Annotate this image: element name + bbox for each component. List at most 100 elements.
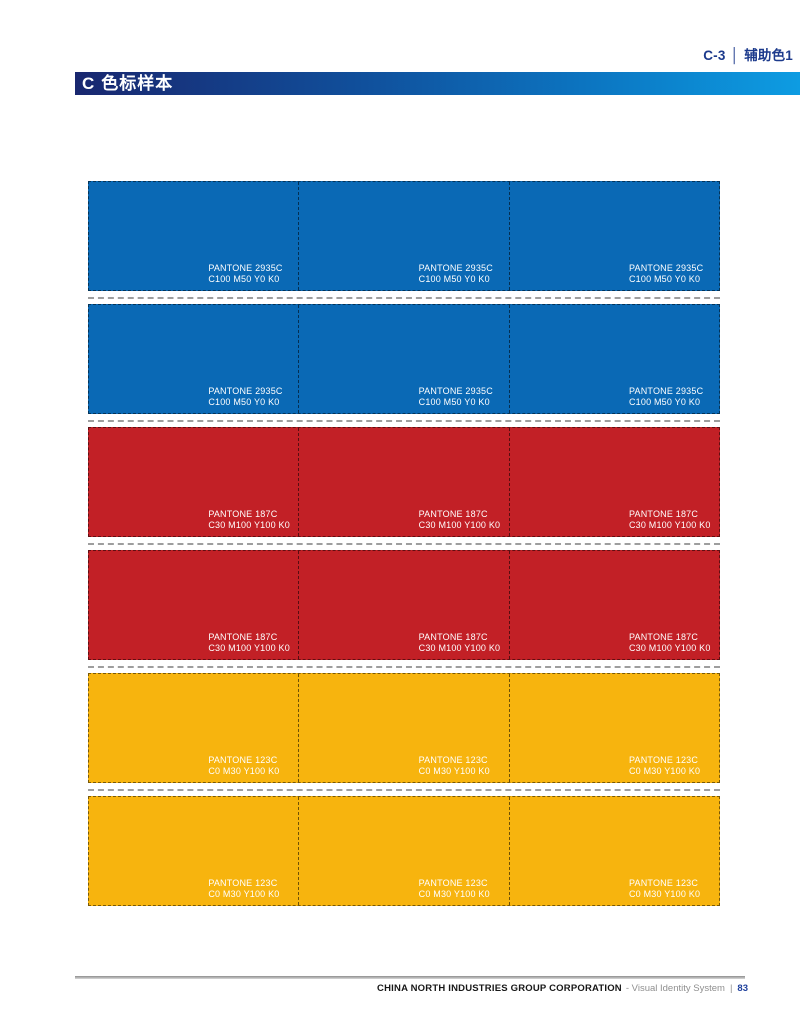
row-gap	[88, 783, 720, 796]
row-gap	[88, 660, 720, 673]
color-swatch-cell: PANTONE 123C C0 M30 Y100 K0	[298, 797, 508, 905]
dashed-cut-line	[88, 542, 720, 545]
section-title-text: 色标样本	[101, 74, 174, 93]
swatch-label: PANTONE 123C C0 M30 Y100 K0	[208, 755, 279, 776]
color-swatch-cell: PANTONE 187C C30 M100 Y100 K0	[508, 428, 719, 536]
section-code: C-3	[703, 48, 726, 63]
cmyk-values: C0 M30 Y100 K0	[418, 888, 490, 899]
pantone-name: PANTONE 2935C	[208, 386, 283, 396]
pantone-name: PANTONE 187C	[418, 632, 488, 642]
swatch-label: PANTONE 2935C C100 M50 Y0 K0	[419, 263, 493, 284]
swatch-label: PANTONE 2935C C100 M50 Y0 K0	[629, 386, 703, 407]
color-swatch-cell: PANTONE 187C C30 M100 Y100 K0	[508, 551, 719, 659]
cmyk-values: C100 M50 Y0 K0	[418, 396, 490, 407]
section-letter: C	[82, 74, 96, 93]
swatch-grid: PANTONE 2935C C100 M50 Y0 K0 PANTONE 2935C…	[88, 181, 720, 906]
swatch-label: PANTONE 187C C30 M100 Y100 K0	[419, 632, 501, 653]
page-title: C 色标样本	[75, 72, 173, 95]
section-tab-label: 辅助色1	[744, 48, 793, 63]
tab-separator: │	[730, 47, 740, 64]
swatch-row: PANTONE 187C C30 M100 Y100 K0 PANTONE 187C…	[88, 550, 720, 660]
page-number: 83	[737, 983, 748, 994]
pantone-name: PANTONE 2935C	[418, 386, 493, 396]
swatch-label: PANTONE 123C C0 M30 Y100 K0	[419, 878, 490, 899]
swatch-row: PANTONE 123C C0 M30 Y100 K0 PANTONE 123C C0…	[88, 673, 720, 783]
swatch-label: PANTONE 2935C C100 M50 Y0 K0	[208, 386, 282, 407]
manual-name: - Visual Identity System	[625, 983, 725, 994]
cmyk-values: C30 M100 Y100 K0	[208, 642, 290, 653]
color-swatch-cell: PANTONE 123C C0 M30 Y100 K0	[89, 674, 298, 782]
color-swatch-cell: PANTONE 123C C0 M30 Y100 K0	[508, 674, 719, 782]
swatch-label: PANTONE 123C C0 M30 Y100 K0	[629, 755, 700, 776]
color-swatch-cell: PANTONE 2935C C100 M50 Y0 K0	[89, 182, 298, 290]
cmyk-values: C30 M100 Y100 K0	[208, 519, 290, 530]
swatch-row: PANTONE 123C C0 M30 Y100 K0 PANTONE 123C C0…	[88, 796, 720, 906]
pantone-name: PANTONE 123C	[628, 755, 699, 765]
pantone-name: PANTONE 187C	[418, 509, 488, 519]
swatch-label: PANTONE 187C C30 M100 Y100 K0	[208, 509, 290, 530]
pantone-name: PANTONE 123C	[418, 878, 488, 888]
swatch-row: PANTONE 2935C C100 M50 Y0 K0 PANTONE 2935C…	[88, 304, 720, 414]
color-swatch-cell: PANTONE 2935C C100 M50 Y0 K0	[89, 305, 298, 413]
cmyk-values: C0 M30 Y100 K0	[628, 888, 701, 899]
swatch-row: PANTONE 2935C C100 M50 Y0 K0 PANTONE 2935C…	[88, 181, 720, 291]
cmyk-values: C0 M30 Y100 K0	[208, 765, 280, 776]
color-swatch-cell: PANTONE 187C C30 M100 Y100 K0	[89, 428, 298, 536]
cmyk-values: C100 M50 Y0 K0	[418, 273, 490, 284]
cmyk-values: C100 M50 Y0 K0	[208, 396, 280, 407]
swatch-label: PANTONE 123C C0 M30 Y100 K0	[419, 755, 490, 776]
cmyk-values: C0 M30 Y100 K0	[418, 765, 490, 776]
dashed-cut-line	[88, 788, 720, 791]
color-swatch-cell: PANTONE 2935C C100 M50 Y0 K0	[298, 305, 508, 413]
cmyk-values: C30 M100 Y100 K0	[628, 642, 711, 653]
cmyk-values: C100 M50 Y0 K0	[628, 396, 701, 407]
pantone-name: PANTONE 2935C	[628, 386, 704, 396]
pantone-name: PANTONE 2935C	[418, 263, 493, 273]
swatch-label: PANTONE 187C C30 M100 Y100 K0	[629, 632, 711, 653]
cmyk-values: C100 M50 Y0 K0	[208, 273, 280, 284]
cmyk-values: C100 M50 Y0 K0	[628, 273, 701, 284]
row-gap	[88, 291, 720, 304]
footer-divider	[75, 976, 745, 979]
color-swatch-cell: PANTONE 187C C30 M100 Y100 K0	[89, 551, 298, 659]
pantone-name: PANTONE 187C	[628, 509, 699, 519]
pantone-name: PANTONE 123C	[208, 878, 278, 888]
cmyk-values: C0 M30 Y100 K0	[208, 888, 280, 899]
footer-separator: |	[729, 983, 733, 994]
pantone-name: PANTONE 187C	[208, 632, 278, 642]
pantone-name: PANTONE 123C	[628, 878, 699, 888]
color-swatch-cell: PANTONE 123C C0 M30 Y100 K0	[89, 797, 298, 905]
swatch-label: PANTONE 2935C C100 M50 Y0 K0	[629, 263, 703, 284]
pantone-name: PANTONE 187C	[208, 509, 278, 519]
swatch-label: PANTONE 123C C0 M30 Y100 K0	[629, 878, 700, 899]
pantone-name: PANTONE 2935C	[208, 263, 283, 273]
swatch-label: PANTONE 2935C C100 M50 Y0 K0	[419, 386, 493, 407]
cmyk-values: C30 M100 Y100 K0	[418, 519, 501, 530]
color-swatch-cell: PANTONE 187C C30 M100 Y100 K0	[298, 428, 508, 536]
company-name: CHINA NORTH INDUSTRIES GROUP CORPORATION	[377, 983, 622, 994]
cmyk-values: C0 M30 Y100 K0	[628, 765, 701, 776]
dashed-cut-line	[88, 296, 720, 299]
pantone-name: PANTONE 123C	[208, 755, 278, 765]
row-gap	[88, 537, 720, 550]
swatch-label: PANTONE 123C C0 M30 Y100 K0	[208, 878, 279, 899]
footer: CHINA NORTH INDUSTRIES GROUP CORPORATION…	[377, 983, 748, 994]
section-title-bar: C 色标样本	[75, 72, 800, 95]
swatch-label: PANTONE 187C C30 M100 Y100 K0	[208, 632, 290, 653]
color-swatch-cell: PANTONE 123C C0 M30 Y100 K0	[298, 674, 508, 782]
section-tab: C-3 │ 辅助色1	[703, 44, 793, 64]
color-swatch-cell: PANTONE 2935C C100 M50 Y0 K0	[508, 305, 719, 413]
cmyk-values: C30 M100 Y100 K0	[418, 642, 501, 653]
pantone-name: PANTONE 2935C	[628, 263, 704, 273]
pantone-name: PANTONE 123C	[418, 755, 488, 765]
dashed-cut-line	[88, 419, 720, 422]
swatch-label: PANTONE 187C C30 M100 Y100 K0	[629, 509, 711, 530]
swatch-label: PANTONE 2935C C100 M50 Y0 K0	[208, 263, 282, 284]
color-swatch-cell: PANTONE 2935C C100 M50 Y0 K0	[298, 182, 508, 290]
swatch-row: PANTONE 187C C30 M100 Y100 K0 PANTONE 187C…	[88, 427, 720, 537]
color-swatch-cell: PANTONE 123C C0 M30 Y100 K0	[508, 797, 719, 905]
color-swatch-cell: PANTONE 187C C30 M100 Y100 K0	[298, 551, 508, 659]
row-gap	[88, 414, 720, 427]
swatch-label: PANTONE 187C C30 M100 Y100 K0	[419, 509, 501, 530]
